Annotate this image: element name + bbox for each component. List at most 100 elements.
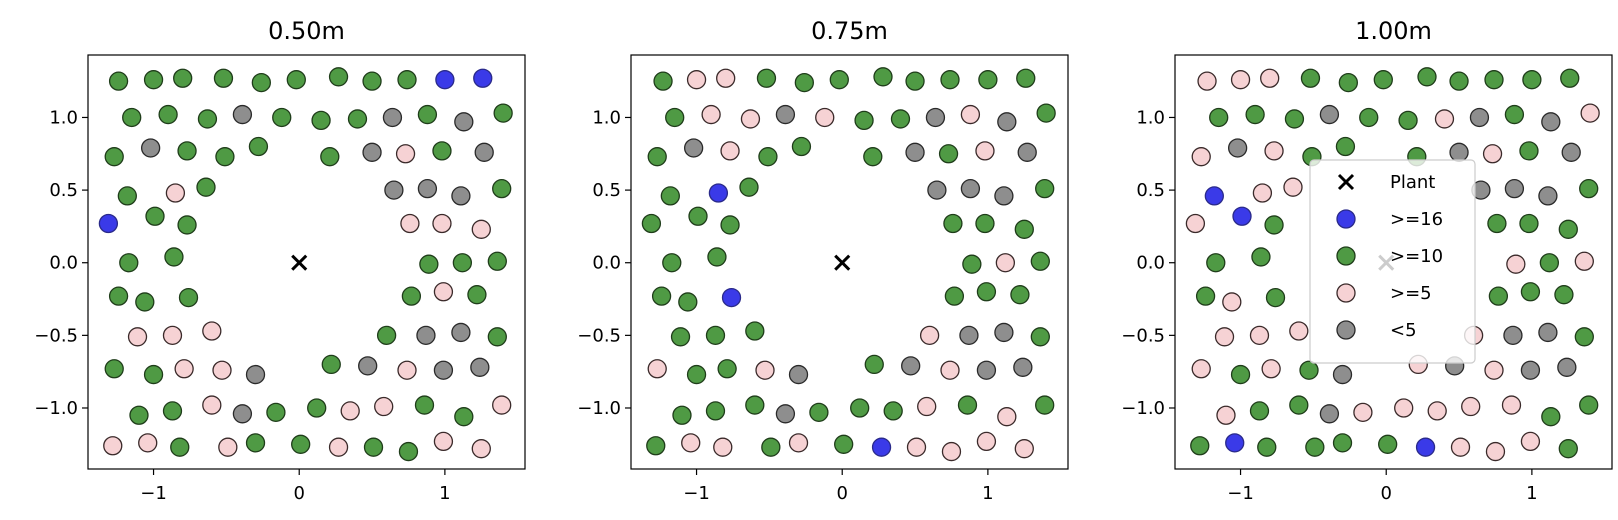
data-point — [1016, 68, 1036, 88]
data-point — [1574, 327, 1594, 347]
data-point — [997, 407, 1017, 427]
y-tick-label: 0.0 — [592, 253, 621, 274]
data-point — [1484, 360, 1504, 380]
data-point — [174, 359, 194, 379]
data-point — [721, 287, 742, 308]
data-point — [962, 254, 982, 274]
data-point — [938, 144, 959, 164]
data-point — [1484, 70, 1504, 90]
data-point — [173, 68, 193, 88]
data-point — [1216, 405, 1236, 425]
data-point — [788, 433, 809, 453]
data-point — [470, 357, 490, 377]
data-point — [1185, 213, 1206, 234]
data-point — [1017, 142, 1037, 162]
data-point — [398, 441, 419, 462]
y-tick-label: 0.5 — [49, 180, 78, 201]
data-point — [397, 360, 417, 380]
data-point — [1195, 286, 1216, 306]
data-point — [890, 109, 911, 129]
data-point — [788, 364, 809, 385]
data-point — [705, 401, 726, 421]
data-point — [1264, 141, 1284, 161]
data-point — [363, 437, 384, 457]
data-point — [815, 107, 835, 128]
data-point — [1014, 439, 1034, 459]
data-point — [328, 67, 349, 87]
data-point — [382, 107, 403, 128]
data-point — [1541, 112, 1561, 132]
data-point — [202, 321, 222, 341]
data-point — [245, 433, 266, 453]
data-point — [202, 395, 222, 415]
data-point — [959, 325, 979, 346]
subplot-title: 0.50m — [268, 17, 345, 45]
data-point — [873, 67, 893, 87]
data-point — [452, 253, 473, 273]
data-point — [1035, 178, 1055, 199]
data-point — [487, 327, 507, 347]
data-point — [1332, 364, 1353, 385]
data-point — [232, 404, 253, 424]
data-point — [266, 402, 286, 422]
x-tick-label: 0 — [293, 483, 304, 504]
axes-frame — [87, 54, 526, 470]
data-point — [320, 147, 340, 167]
data-point — [960, 178, 981, 199]
data-point — [1030, 251, 1050, 271]
data-point — [1461, 396, 1481, 417]
data-point — [1209, 107, 1229, 128]
subplot-3: 1.00m −1 0 1 1.0 0.5 0.0 −0.5 −1.0 — [1121, 17, 1613, 504]
data-point — [1449, 71, 1469, 91]
data-point — [1289, 321, 1309, 341]
data-point — [1501, 395, 1522, 415]
data-point — [994, 186, 1014, 206]
data-point — [98, 213, 119, 234]
data-point — [218, 437, 238, 457]
data-point — [1305, 437, 1325, 457]
x-tick-label: 0 — [1380, 483, 1391, 504]
data-point — [127, 327, 148, 347]
data-point — [701, 104, 721, 125]
data-point — [178, 287, 199, 308]
data-point — [215, 147, 235, 167]
data-point — [362, 71, 382, 91]
subplot-title: 0.75m — [811, 17, 888, 45]
data-point — [340, 401, 360, 421]
data-point — [451, 186, 471, 206]
data-point — [647, 147, 667, 167]
data-point — [1010, 285, 1030, 305]
data-point — [1197, 71, 1217, 91]
data-point — [975, 141, 995, 161]
data-point — [272, 107, 292, 128]
data-point — [487, 251, 507, 271]
subplot-2: 0.75m −1 0 1 1.0 0.5 0.0 −0.5 −1.0 — [577, 17, 1069, 504]
data-point — [1394, 398, 1414, 418]
data-point — [1300, 68, 1321, 88]
data-point — [755, 360, 775, 380]
data-point — [960, 104, 981, 125]
data-point — [854, 110, 874, 131]
data-point — [707, 247, 727, 267]
data-point — [328, 437, 349, 457]
data-point — [432, 213, 452, 234]
legend-label: Plant — [1390, 172, 1435, 193]
data-point — [162, 325, 183, 346]
data-point — [397, 70, 417, 90]
data-point — [307, 398, 327, 418]
data-point — [678, 292, 698, 312]
data-point — [311, 110, 331, 131]
legend-marker — [1336, 246, 1356, 266]
data-point — [871, 437, 892, 457]
data-point — [1541, 407, 1561, 427]
y-tick-label: 1.0 — [592, 107, 621, 128]
data-point — [1214, 327, 1235, 347]
data-point — [162, 401, 183, 421]
data-point — [108, 286, 129, 306]
data-point — [417, 104, 438, 125]
data-point — [1359, 107, 1379, 128]
data-point — [122, 107, 142, 128]
data-point — [1335, 136, 1356, 157]
data-point — [1225, 433, 1245, 453]
